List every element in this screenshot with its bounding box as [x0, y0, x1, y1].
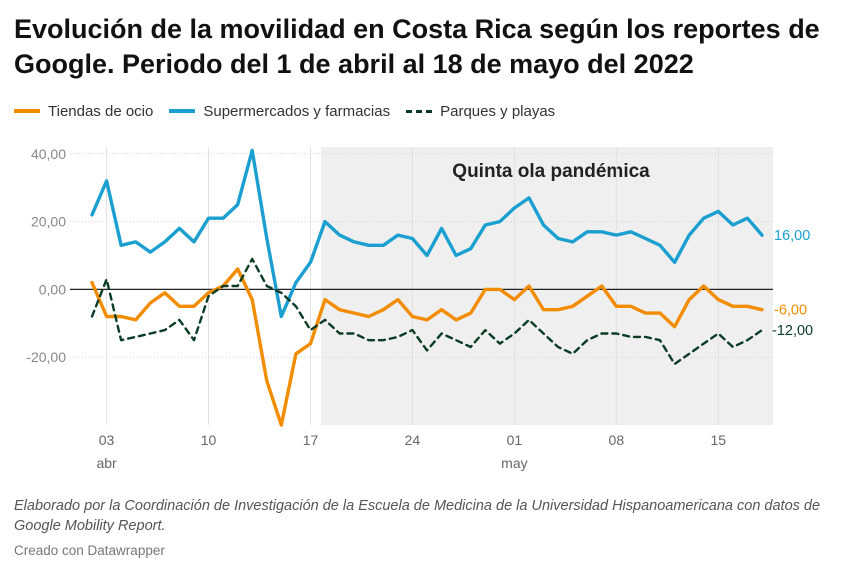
legend-label-tiendas-de-ocio: Tiendas de ocio [48, 102, 154, 120]
credit-line: Creado con Datawrapper [14, 543, 165, 558]
legend-swatch-tiendas-de-ocio [14, 109, 40, 113]
x-tick-label: 01 [507, 432, 523, 448]
legend-swatch-supermercados [169, 109, 196, 113]
x-tick-label: 03 [99, 432, 115, 448]
x-tick-label: 10 [201, 432, 217, 448]
source-notes: Elaborado por la Coordinación de Investi… [14, 498, 821, 534]
legend-label-supermercados: Supermercados y farmacias [203, 102, 391, 120]
x-tick-label: 08 [609, 432, 625, 448]
x-tick-label: 15 [711, 432, 727, 448]
legend-swatch-parques-y-playas [406, 109, 433, 113]
series-end-label-1: 16,00 [774, 228, 810, 244]
legend-label-parques-y-playas: Parques y playas [440, 102, 556, 120]
legend-item-tiendas-de-ocio: Tiendas de ocio [14, 103, 153, 120]
legend-item-parques-y-playas: Parques y playas [406, 103, 555, 120]
y-tick-label: 0,00 [39, 281, 66, 297]
series-line-2 [90, 257, 764, 366]
y-tick-label: 20,00 [31, 214, 66, 230]
series-line-0 [90, 267, 764, 427]
x-tick-label: 24 [405, 432, 421, 448]
y-tick-label: 40,00 [31, 146, 66, 162]
chart-title: Evolución de la movilidad en Costa Rica … [14, 14, 820, 79]
series-end-label-2: -12,00 [772, 323, 813, 339]
series-end-label-0: -6,00 [774, 303, 807, 319]
legend: Tiendas de ocio Supermercados y farmacia… [14, 100, 571, 122]
x-tick-sublabel: may [501, 455, 527, 471]
shaded-region [321, 147, 773, 425]
shaded-region-label: Quinta ola pandémica [452, 161, 650, 182]
line-chart: Quinta ola pandémica 03 abr 10 17 24 01 may 08 15… [26, 146, 813, 471]
legend-item-supermercados: Supermercados y farmacias [169, 103, 390, 120]
series-line-1 [90, 148, 764, 319]
y-tick-label: -20,00 [26, 349, 66, 365]
x-tick-sublabel: abr [96, 455, 117, 471]
x-tick-label: 17 [303, 432, 319, 448]
